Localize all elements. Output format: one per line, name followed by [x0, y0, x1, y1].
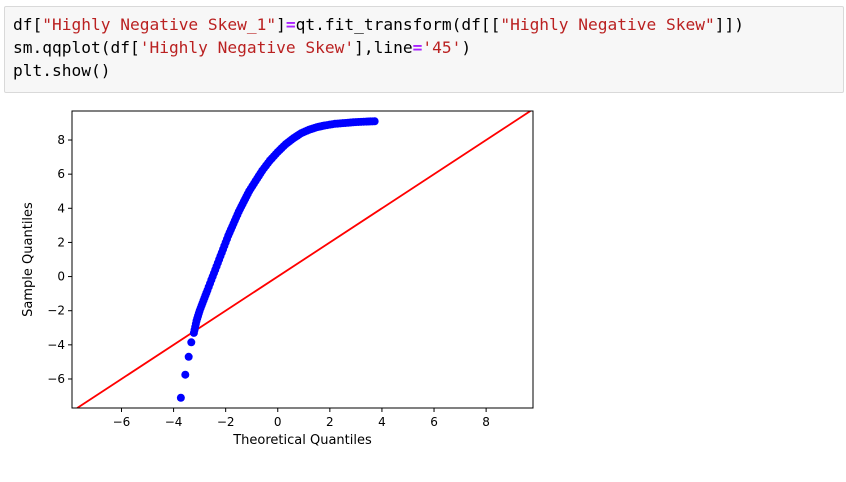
code-token: ]	[276, 15, 286, 34]
code-token: '45'	[422, 38, 462, 57]
axes-frame	[71, 110, 534, 409]
code-line-2: sm.qqplot(df['Highly Negative Skew'],lin…	[13, 36, 835, 59]
data-point	[176, 393, 185, 402]
x-tick-label: 2	[326, 415, 334, 429]
code-token: "Highly Negative Skew"	[500, 15, 715, 34]
y-tick-label: 4	[57, 201, 65, 215]
code-token: df[	[13, 15, 43, 34]
code-token: ]])	[714, 15, 744, 34]
code-cell[interactable]: df["Highly Negative Skew_1"]=qt.fit_tran…	[4, 6, 844, 93]
qq-plot-output: −6 −4 −2 0 2 4 6 8 −6 −4 −2 0 2 4 6 8 Theoretical Quanti…	[0, 95, 846, 477]
x-tick-label: 8	[482, 415, 490, 429]
code-token: plt.show()	[13, 61, 111, 80]
code-line-3: plt.show()	[13, 59, 835, 82]
code-token: "Highly Negative Skew_1"	[42, 15, 277, 34]
x-tick-label: 4	[378, 415, 386, 429]
y-tick-label: 8	[57, 133, 65, 147]
y-tick-label: 2	[57, 235, 65, 249]
x-tick-label: −4	[165, 415, 183, 429]
y-tick-label: −4	[47, 338, 65, 352]
code-token: =	[285, 15, 296, 34]
y-tick-label: −2	[47, 304, 65, 318]
y-tick-label: 6	[57, 167, 65, 181]
x-axis-label: Theoretical Quantiles	[232, 433, 372, 448]
x-tick-label: 6	[430, 415, 438, 429]
data-point	[370, 117, 379, 126]
y-axis-label: Sample Quantiles	[21, 202, 36, 317]
y-tick-label: −6	[47, 372, 65, 386]
code-token: )	[461, 38, 472, 57]
data-point	[181, 370, 190, 379]
code-token: 'Highly Negative Skew'	[139, 38, 355, 57]
code-token: =	[412, 38, 423, 57]
code-token: ],line	[354, 38, 413, 57]
x-tick-label: −6	[113, 415, 131, 429]
reference-line	[76, 111, 531, 408]
y-tick-label: 0	[57, 270, 65, 284]
code-token: sm.qqplot(df[	[13, 38, 140, 57]
data-point	[184, 352, 193, 361]
code-token: qt.fit_transform(df[[	[295, 15, 501, 34]
x-tick-label: −2	[217, 415, 235, 429]
qq-plot-chart: −6 −4 −2 0 2 4 6 8 −6 −4 −2 0 2 4 6 8 Theoretical Quanti…	[21, 110, 534, 448]
code-line-1: df["Highly Negative Skew_1"]=qt.fit_tran…	[13, 13, 835, 36]
x-tick-label: 0	[274, 415, 282, 429]
data-point	[187, 338, 196, 347]
